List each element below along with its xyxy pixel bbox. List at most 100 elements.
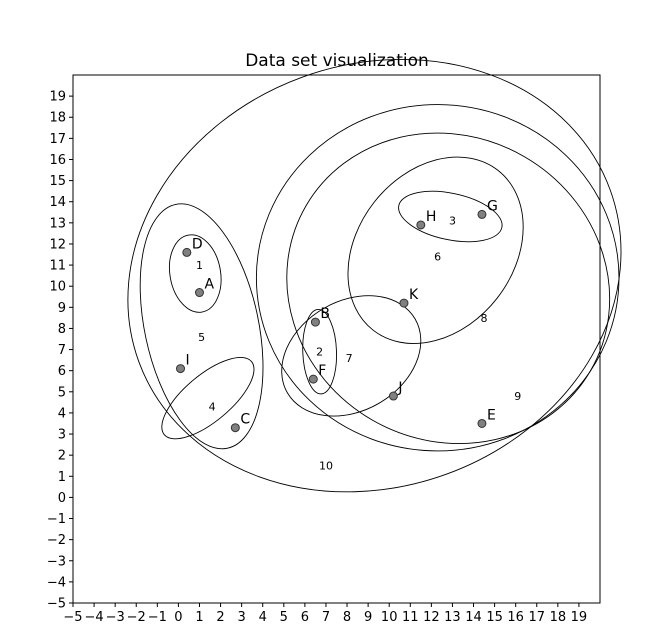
- x-tick-label: 8: [343, 610, 351, 625]
- x-tick-label: 3: [237, 610, 245, 625]
- x-tick-label: 10: [381, 610, 398, 625]
- cluster-ellipse-3: [398, 190, 503, 243]
- x-tick-label: 0: [174, 610, 182, 625]
- y-tick-label: 5: [58, 385, 66, 400]
- x-tick-label: 15: [486, 610, 503, 625]
- point-label-J: J: [397, 380, 402, 396]
- cluster-ellipse-5: [139, 203, 264, 450]
- y-tick-label: 10: [49, 280, 66, 295]
- cluster-labels: 1 2 3 4 5 6 7 8 9 10: [196, 215, 521, 473]
- y-tick-label: 8: [58, 322, 66, 337]
- x-tick-label: 17: [528, 610, 545, 625]
- y-tick-label: 6: [58, 364, 66, 379]
- cluster-label-6: 6: [434, 251, 441, 264]
- point-label-K: K: [409, 287, 419, 303]
- y-tick-label: 4: [58, 406, 66, 421]
- y-tick-label: −5: [47, 597, 66, 612]
- data-point-D: [182, 247, 192, 257]
- data-point-A: [194, 288, 204, 298]
- point-label-E: E: [487, 407, 496, 423]
- data-point-G: [477, 209, 487, 219]
- data-point-K: [399, 298, 409, 308]
- point-label-G: G: [487, 198, 498, 214]
- plot-area: [72, 74, 601, 604]
- data-point-I: [176, 364, 186, 374]
- y-tick-label: −1: [47, 512, 66, 527]
- point-label-I: I: [186, 353, 190, 369]
- y-tick-label: 19: [49, 90, 66, 105]
- x-tick-label: 16: [507, 610, 524, 625]
- x-tick-label: 19: [571, 610, 588, 625]
- point-labels: A B C D E F G H I J K: [186, 198, 498, 427]
- y-tick-label: 11: [49, 259, 66, 274]
- cluster-ellipse-8: [286, 132, 611, 445]
- y-tick-label: 9: [58, 301, 66, 316]
- data-point-J: [388, 391, 398, 401]
- cluster-ellipses: [127, 58, 622, 493]
- point-label-F: F: [318, 363, 326, 379]
- cluster-label-4: 4: [209, 401, 216, 414]
- cluster-label-1: 1: [196, 259, 203, 272]
- x-tick-label: 7: [322, 610, 330, 625]
- y-tick-label: 0: [58, 491, 66, 506]
- chart-title: Data set visualization: [245, 51, 429, 71]
- x-tick-label: 9: [364, 610, 372, 625]
- y-tick-label: −2: [47, 533, 66, 548]
- cluster-label-7: 7: [346, 352, 353, 365]
- data-point-F: [308, 374, 318, 384]
- y-tick-label: 18: [49, 111, 66, 126]
- data-point-B: [310, 317, 320, 327]
- cluster-label-2: 2: [316, 346, 323, 359]
- data-point-E: [477, 418, 487, 428]
- x-tick-label: −2: [127, 610, 146, 625]
- data-point-H: [416, 220, 426, 230]
- y-tick-label: 16: [49, 153, 66, 168]
- cluster-label-10: 10: [319, 460, 333, 473]
- data-point-C: [230, 423, 240, 433]
- x-tick-label: −4: [84, 610, 103, 625]
- point-label-B: B: [320, 306, 330, 322]
- y-tick-label: 15: [49, 174, 66, 189]
- y-tick-label: 1: [58, 470, 66, 485]
- y-tick-label: 7: [58, 343, 66, 358]
- x-tick-label: −5: [63, 610, 82, 625]
- cluster-ellipse-1: [168, 234, 222, 313]
- point-label-D: D: [192, 236, 203, 252]
- cluster-label-9: 9: [514, 390, 521, 403]
- x-tick-label: 5: [280, 610, 288, 625]
- cluster-ellipse-4: [161, 357, 255, 440]
- point-label-H: H: [426, 209, 437, 225]
- y-tick-label: −3: [47, 554, 66, 569]
- x-tick-label: 14: [465, 610, 482, 625]
- cluster-label-5: 5: [198, 331, 205, 344]
- cluster-ellipse-10: [127, 58, 622, 493]
- data-points: [176, 209, 487, 433]
- x-tick-label: −3: [106, 610, 125, 625]
- cluster-label-8: 8: [481, 312, 488, 325]
- y-tick-label: 3: [58, 428, 66, 443]
- y-tick-label: 2: [58, 449, 66, 464]
- point-label-A: A: [204, 277, 214, 293]
- cluster-ellipse-7: [281, 295, 422, 417]
- x-tick-label: 12: [423, 610, 440, 625]
- x-tick-label: 4: [259, 610, 267, 625]
- cluster-ellipse-9: [255, 104, 620, 452]
- x-tick-label: 11: [402, 610, 419, 625]
- x-tick-label: 2: [216, 610, 224, 625]
- cluster-ellipse-6: [347, 156, 524, 344]
- cluster-label-3: 3: [449, 215, 456, 228]
- y-tick-label: 13: [49, 216, 66, 231]
- y-tick-label: −4: [47, 575, 66, 590]
- x-tick-label: 1: [195, 610, 203, 625]
- x-tick-label: 13: [444, 610, 461, 625]
- x-tick-label: −1: [148, 610, 167, 625]
- point-label-C: C: [240, 412, 250, 428]
- cluster-ellipse-2: [302, 309, 338, 395]
- x-tick-label: 6: [301, 610, 309, 625]
- y-tick-label: 17: [49, 132, 66, 147]
- y-tick-label: 12: [49, 237, 66, 252]
- y-tick-label: 14: [49, 195, 66, 210]
- x-tick-label: 18: [550, 610, 567, 625]
